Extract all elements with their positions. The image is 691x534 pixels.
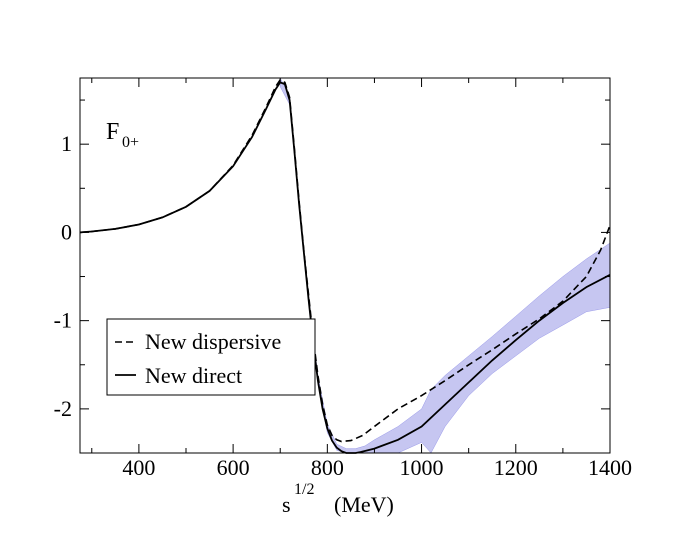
y-tick-label: 0 — [61, 219, 72, 244]
x-axis-title: s 1/2 (MeV) — [282, 481, 394, 517]
y-tick-label: 1 — [61, 131, 72, 156]
y-tick-label: -2 — [54, 396, 72, 421]
uncertainty-band — [279, 77, 611, 454]
legend: New dispersive New direct — [106, 318, 316, 396]
panel-label-subscript: 0+ — [122, 134, 139, 151]
x-axis-ticks: 400 600 800 1000 1200 1400 — [91, 78, 632, 480]
x-tick-label: 600 — [217, 455, 250, 480]
legend-box — [106, 318, 316, 396]
x-axis-title-superscript: 1/2 — [294, 481, 314, 498]
x-tick-label: 400 — [122, 455, 155, 480]
series-line-new-direct — [79, 81, 611, 454]
x-axis-title-unit: (MeV) — [334, 492, 394, 517]
x-axis-title-main: s — [282, 492, 291, 517]
legend-label-new-dispersive: New dispersive — [145, 329, 281, 354]
y-axis-ticks: -2 -1 0 1 — [54, 99, 610, 454]
panel-label: F 0+ — [106, 119, 139, 151]
legend-label-new-direct: New direct — [145, 363, 242, 388]
y-tick-label: -1 — [54, 308, 72, 333]
x-tick-label: 1400 — [588, 455, 632, 480]
panel-label-main: F — [106, 119, 119, 145]
x-tick-label: 1000 — [400, 455, 444, 480]
x-tick-label: 800 — [311, 455, 344, 480]
x-tick-label: 1200 — [494, 455, 538, 480]
plot-frame — [79, 77, 611, 454]
